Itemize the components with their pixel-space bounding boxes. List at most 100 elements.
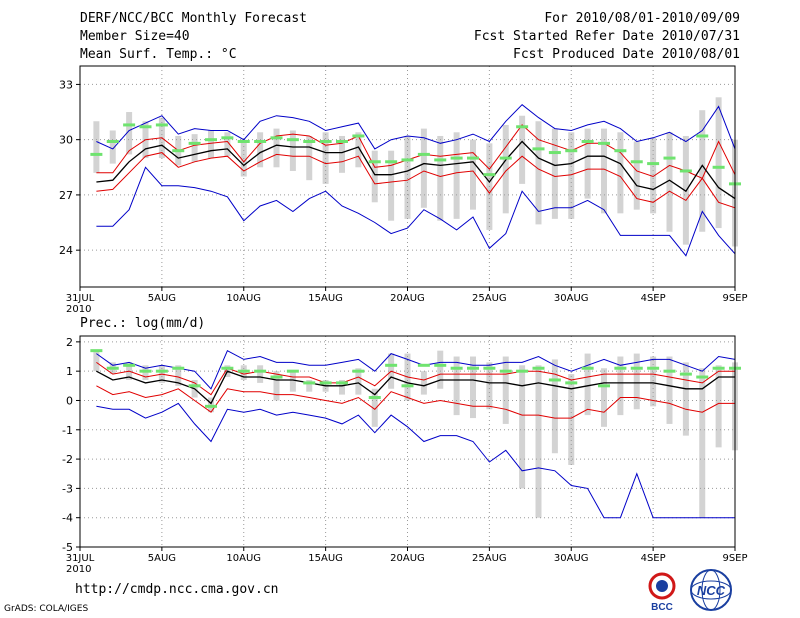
obs-spread-bar bbox=[437, 135, 444, 221]
obs-spread-bar bbox=[535, 365, 542, 518]
bcc-logo-text: BCC bbox=[651, 602, 673, 612]
x-year-label: 2010 bbox=[66, 564, 91, 575]
forecast-started-date: Fcst Started Refer Date 2010/07/31 bbox=[473, 29, 740, 44]
obs-spread-bar bbox=[715, 365, 722, 448]
y-tick-label: -1 bbox=[62, 424, 73, 437]
x-tick-label: 15AUG bbox=[308, 293, 343, 304]
x-tick-label: 31JUL bbox=[66, 293, 95, 304]
y-tick-label: 0 bbox=[66, 394, 73, 407]
x-tick-label: 31JUL bbox=[66, 553, 95, 564]
y-tick-label: 33 bbox=[59, 78, 73, 91]
obs-spread-bar bbox=[519, 365, 526, 489]
obs-spread-bar bbox=[453, 132, 460, 219]
obs-spread-bar bbox=[208, 130, 214, 159]
obs-spread-bar bbox=[650, 356, 657, 407]
x-tick-label: 4SEP bbox=[641, 293, 666, 304]
y-tick-label: -2 bbox=[62, 453, 73, 466]
obs-spread-bar bbox=[191, 134, 198, 162]
obs-spread-bar bbox=[339, 379, 345, 395]
y-tick-label: 2 bbox=[66, 336, 73, 349]
obs-spread-bar bbox=[666, 356, 673, 424]
bcc-logo-core bbox=[656, 580, 668, 592]
x-tick-label: 9SEP bbox=[722, 293, 747, 304]
forecast-produced-date: Fcst Produced Date 2010/08/01 bbox=[513, 47, 740, 62]
obs-spread-bar bbox=[453, 356, 460, 416]
x-tick-label: 30AUG bbox=[554, 293, 589, 304]
obs-spread-bar bbox=[568, 374, 575, 465]
obs-spread-bar bbox=[355, 368, 362, 395]
obs-spread-bar bbox=[93, 350, 100, 372]
obs-spread-bar bbox=[273, 371, 280, 401]
x-tick-label: 20AUG bbox=[390, 293, 425, 304]
obs-spread-bar bbox=[551, 359, 558, 454]
obs-spread-bar bbox=[306, 135, 313, 181]
obs-spread-bar bbox=[109, 130, 116, 164]
chart-title: DERF/NCC/BCC Monthly Forecast bbox=[80, 11, 307, 26]
obs-spread-bar bbox=[371, 150, 378, 203]
obs-spread-bar bbox=[666, 132, 673, 232]
std-line bbox=[96, 152, 736, 209]
panel1-variable: Mean Surf. Temp.: °C bbox=[80, 47, 237, 62]
obs-spread-bar bbox=[371, 388, 378, 427]
obs-spread-bar bbox=[584, 353, 591, 416]
obs-spread-bar bbox=[388, 150, 395, 221]
range-line bbox=[96, 166, 736, 257]
obs-spread-bar bbox=[93, 121, 100, 173]
obs-spread-bar bbox=[650, 137, 657, 214]
y-tick-label: -5 bbox=[62, 541, 73, 554]
obs-spread-bar bbox=[699, 368, 706, 518]
obs-spread-bar bbox=[486, 362, 493, 410]
obs-spread-bar bbox=[551, 128, 558, 219]
obs-spread-bar bbox=[355, 132, 362, 168]
ensemble-mean-line bbox=[96, 370, 735, 405]
y-tick-label: -3 bbox=[62, 482, 73, 495]
obs-spread-bar bbox=[273, 128, 280, 168]
obs-spread-bar bbox=[682, 362, 689, 436]
x-tick-label: 25AUG bbox=[472, 293, 507, 304]
bcc-logo: BCC bbox=[648, 572, 676, 612]
obs-spread-bar bbox=[617, 132, 624, 214]
obs-spread-bar bbox=[601, 368, 607, 427]
x-tick-label: 10AUG bbox=[226, 293, 261, 304]
x-tick-label: 10AUG bbox=[226, 553, 261, 564]
range-line bbox=[96, 402, 735, 519]
obs-spread-bar bbox=[404, 135, 411, 219]
obs-spread-bar bbox=[289, 130, 296, 171]
obs-spread-bar bbox=[420, 128, 427, 208]
obs-spread-bar bbox=[519, 115, 526, 184]
obs-spread-bar bbox=[257, 365, 264, 383]
y-tick-label: 24 bbox=[59, 244, 73, 257]
bcc-logo-ring bbox=[648, 572, 676, 600]
website-url[interactable]: http://cmdp.ncc.cma.gov.cn bbox=[75, 582, 279, 597]
ncc-logo-text: NCC bbox=[697, 583, 726, 598]
x-tick-label: 20AUG bbox=[390, 553, 425, 564]
x-tick-label: 5AUG bbox=[148, 293, 176, 304]
range-line bbox=[96, 104, 736, 150]
obs-spread-bar bbox=[470, 139, 476, 210]
ncc-logo: NCC bbox=[690, 569, 732, 611]
x-tick-label: 5AUG bbox=[148, 553, 176, 564]
obs-spread-bar bbox=[470, 356, 476, 419]
x-year-label: 2010 bbox=[66, 304, 91, 315]
obs-spread-bar bbox=[584, 128, 591, 199]
x-tick-label: 25AUG bbox=[472, 553, 507, 564]
ensemble-mean-line bbox=[96, 140, 736, 200]
range-line bbox=[96, 350, 736, 390]
grads-credit: GrADS: COLA/IGES bbox=[4, 604, 89, 614]
forecast-period: For 2010/08/01-2010/09/09 bbox=[544, 11, 740, 26]
obs-spread-bar bbox=[568, 132, 575, 219]
panel2-variable: Prec.: log(mm/d) bbox=[80, 316, 205, 331]
member-size: Member Size=40 bbox=[80, 29, 190, 44]
x-tick-label: 9SEP bbox=[722, 553, 747, 564]
x-tick-label: 30AUG bbox=[554, 553, 589, 564]
obs-spread-bar bbox=[617, 356, 624, 416]
y-tick-label: -4 bbox=[62, 512, 73, 525]
obs-spread-bar bbox=[633, 353, 640, 410]
obs-spread-bar bbox=[535, 121, 542, 225]
std-line bbox=[96, 361, 735, 396]
temperature-panel: 24 27 30 33 31JUL 5AUG 10AUG 15AUG 20AUG 25AUG 30A… bbox=[59, 65, 748, 315]
obs-spread-bar bbox=[224, 132, 231, 157]
obs-spread-bar bbox=[175, 365, 182, 386]
obs-spread-bar bbox=[715, 97, 722, 229]
